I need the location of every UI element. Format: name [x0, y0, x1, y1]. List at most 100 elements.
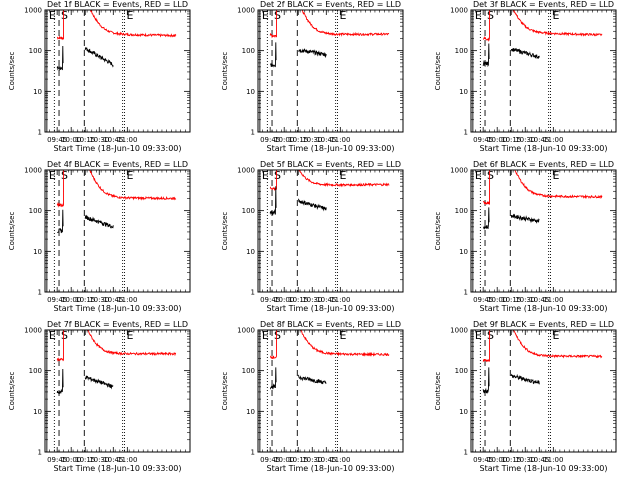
y-tick-label: 100 — [29, 367, 42, 375]
series-events — [269, 42, 277, 68]
marker-label-e1: E — [49, 9, 56, 22]
plot-area — [270, 330, 390, 390]
x-tick-label: 11:00 — [117, 456, 137, 464]
marker-label-e1: E — [49, 329, 56, 342]
marker-label-e1: E — [262, 9, 269, 22]
plot-area — [482, 330, 603, 395]
series-events — [270, 367, 277, 390]
y-tick-label: 1 — [251, 289, 255, 297]
plot-frame — [470, 169, 617, 293]
x-tick-label: 09:45 — [473, 136, 493, 144]
series-events — [269, 186, 277, 216]
y-tick-label: 10 — [459, 408, 468, 416]
x-tick-label: 11:00 — [330, 136, 350, 144]
y-tick-label: 1 — [251, 449, 255, 457]
series-lld — [482, 330, 603, 363]
y-tick-label: 100 — [242, 367, 255, 375]
x-tick-label: 10:15 — [75, 456, 95, 464]
panel-title: Det 8f BLACK = Events, RED = LLD — [260, 320, 401, 329]
y-axis-label: Counts/sec — [434, 372, 442, 411]
x-axis-label: Start Time (18-Jun-10 09:33:00) — [54, 464, 182, 473]
y-tick-label: 1 — [251, 129, 255, 137]
marker-label-e1: E — [262, 329, 269, 342]
y-tick-label: 1 — [464, 449, 468, 457]
plot-area — [56, 10, 177, 71]
detector-panel: Det 5f BLACK = Events, RED = LLD Start Ti… — [221, 160, 404, 313]
y-tick-label: 1000 — [237, 327, 255, 335]
x-tick-label: 10:15 — [288, 136, 308, 144]
y-tick-label: 1000 — [450, 167, 468, 175]
series-events — [298, 48, 327, 59]
series-lld — [56, 10, 177, 41]
x-tick-label: 10:15 — [501, 136, 521, 144]
marker-label-e2: E — [340, 329, 347, 342]
x-tick-label: 11:00 — [543, 136, 563, 144]
marker-label-e2: E — [127, 9, 134, 22]
series-lld — [482, 10, 603, 42]
marker-label-e2: E — [127, 329, 134, 342]
x-tick-label: 10:45 — [316, 136, 336, 144]
marker-label-s: S — [487, 329, 494, 342]
detector-panel: Det 2f BLACK = Events, RED = LLD Start Ti… — [221, 0, 404, 153]
x-axis-label: Start Time (18-Jun-10 09:33:00) — [54, 304, 182, 313]
plot-area — [482, 10, 603, 68]
marker-label-e2: E — [553, 329, 560, 342]
marker-label-e1: E — [49, 169, 56, 182]
y-tick-label: 1000 — [450, 327, 468, 335]
y-axis-label: Counts/sec — [434, 52, 442, 91]
y-tick-label: 1 — [38, 289, 42, 297]
plot-area — [56, 170, 177, 234]
y-tick-label: 1000 — [450, 7, 468, 15]
x-tick-label: 09:45 — [260, 456, 280, 464]
panel-title: Det 6f BLACK = Events, RED = LLD — [473, 160, 614, 169]
plot-area — [269, 170, 390, 216]
marker-label-e1: E — [475, 9, 482, 22]
y-tick-label: 10 — [246, 248, 255, 256]
panel-title: Det 9f BLACK = Events, RED = LLD — [473, 320, 614, 329]
x-tick-label: 10:00 — [274, 136, 294, 144]
series-events — [510, 47, 540, 59]
series-events — [84, 375, 114, 390]
plot-area — [56, 330, 177, 395]
x-tick-label: 11:00 — [117, 136, 137, 144]
y-axis-label: Counts/sec — [8, 372, 16, 411]
y-tick-label: 100 — [242, 47, 255, 55]
y-tick-label: 1000 — [24, 327, 42, 335]
x-tick-label: 10:15 — [75, 296, 95, 304]
x-tick-label: 10:45 — [529, 136, 549, 144]
y-tick-label: 1000 — [237, 7, 255, 15]
y-tick-label: 100 — [455, 207, 468, 215]
x-tick-label: 10:00 — [274, 456, 294, 464]
series-events — [298, 374, 327, 385]
x-tick-label: 10:30 — [515, 136, 535, 144]
plot-area — [269, 10, 390, 68]
y-tick-label: 100 — [29, 47, 42, 55]
detector-panel: Det 3f BLACK = Events, RED = LLD Start Ti… — [434, 0, 617, 153]
x-axis-label: Start Time (18-Jun-10 09:33:00) — [267, 304, 395, 313]
y-tick-label: 10 — [459, 88, 468, 96]
x-tick-label: 10:15 — [75, 136, 95, 144]
x-tick-label: 10:30 — [89, 136, 109, 144]
x-tick-label: 10:00 — [487, 296, 507, 304]
detector-panel: Det 4f BLACK = Events, RED = LLD Start Ti… — [8, 160, 191, 313]
y-axis-label: Counts/sec — [8, 52, 16, 91]
x-tick-label: 11:00 — [330, 456, 350, 464]
marker-label-e1: E — [475, 169, 482, 182]
series-lld — [56, 330, 177, 362]
marker-label-e2: E — [340, 9, 347, 22]
series-events — [84, 47, 114, 68]
y-tick-label: 10 — [246, 408, 255, 416]
marker-label-s: S — [487, 9, 494, 22]
series-lld — [482, 170, 603, 205]
panel-title: Det 7f BLACK = Events, RED = LLD — [47, 320, 188, 329]
y-tick-label: 100 — [242, 207, 255, 215]
series-lld — [269, 170, 390, 191]
y-axis-label: Counts/sec — [434, 212, 442, 251]
y-tick-label: 1000 — [237, 167, 255, 175]
x-tick-label: 09:45 — [47, 296, 67, 304]
y-tick-label: 10 — [33, 248, 42, 256]
marker-label-s: S — [274, 169, 281, 182]
x-axis-label: Start Time (18-Jun-10 09:33:00) — [480, 464, 608, 473]
marker-label-s: S — [61, 169, 68, 182]
x-axis-label: Start Time (18-Jun-10 09:33:00) — [480, 304, 608, 313]
